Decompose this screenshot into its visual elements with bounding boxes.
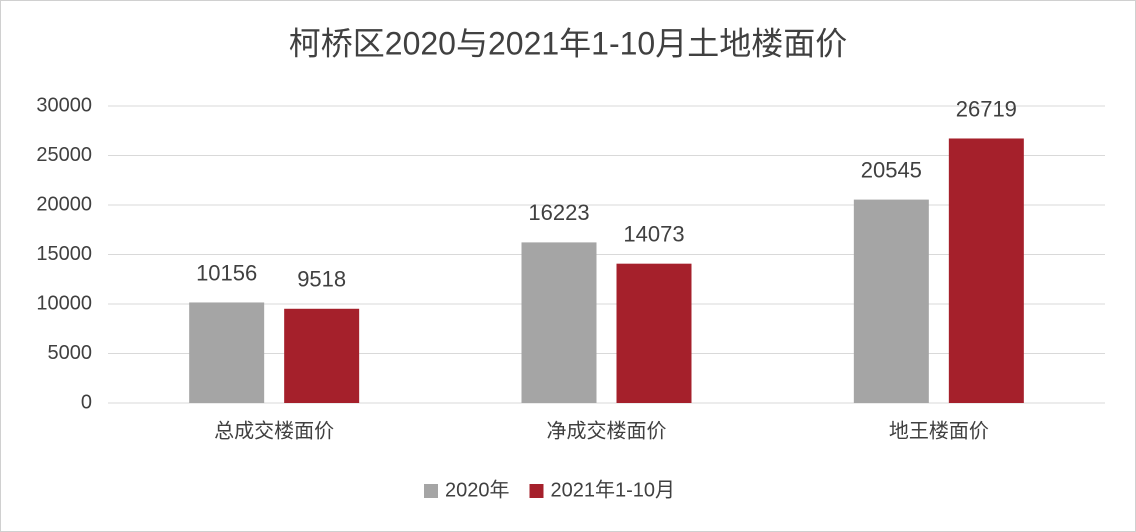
bar bbox=[616, 263, 692, 403]
legend-label: 2021年1-10月 bbox=[551, 478, 676, 501]
y-tick-label: 10000 bbox=[36, 292, 92, 314]
bar bbox=[853, 199, 929, 403]
value-label: 20545 bbox=[861, 157, 922, 182]
legend-label: 2020年 bbox=[445, 478, 510, 501]
bar bbox=[189, 302, 265, 403]
legend-swatch bbox=[424, 484, 438, 498]
x-tick-label: 地王楼面价 bbox=[889, 419, 989, 442]
bar bbox=[521, 242, 597, 403]
y-tick-label: 5000 bbox=[48, 342, 93, 364]
legend-swatch bbox=[529, 484, 544, 498]
bar bbox=[284, 308, 360, 403]
y-tick-label: 20000 bbox=[36, 193, 92, 215]
y-tick-label: 30000 bbox=[36, 94, 92, 116]
bar bbox=[948, 138, 1024, 403]
y-tick-label: 15000 bbox=[36, 243, 92, 265]
x-tick-label: 净成交楼面价 bbox=[547, 419, 667, 442]
y-tick-label: 25000 bbox=[36, 144, 92, 166]
value-label: 16223 bbox=[528, 200, 589, 225]
x-tick-label: 总成交楼面价 bbox=[214, 419, 334, 442]
value-label: 10156 bbox=[196, 260, 257, 285]
chart-title: 柯桥区2020与2021年1-10月土地楼面价 bbox=[289, 25, 847, 61]
y-tick-label: 0 bbox=[81, 391, 92, 413]
value-label: 14073 bbox=[623, 221, 684, 246]
value-label: 9518 bbox=[297, 267, 346, 292]
value-label: 26719 bbox=[956, 96, 1017, 121]
